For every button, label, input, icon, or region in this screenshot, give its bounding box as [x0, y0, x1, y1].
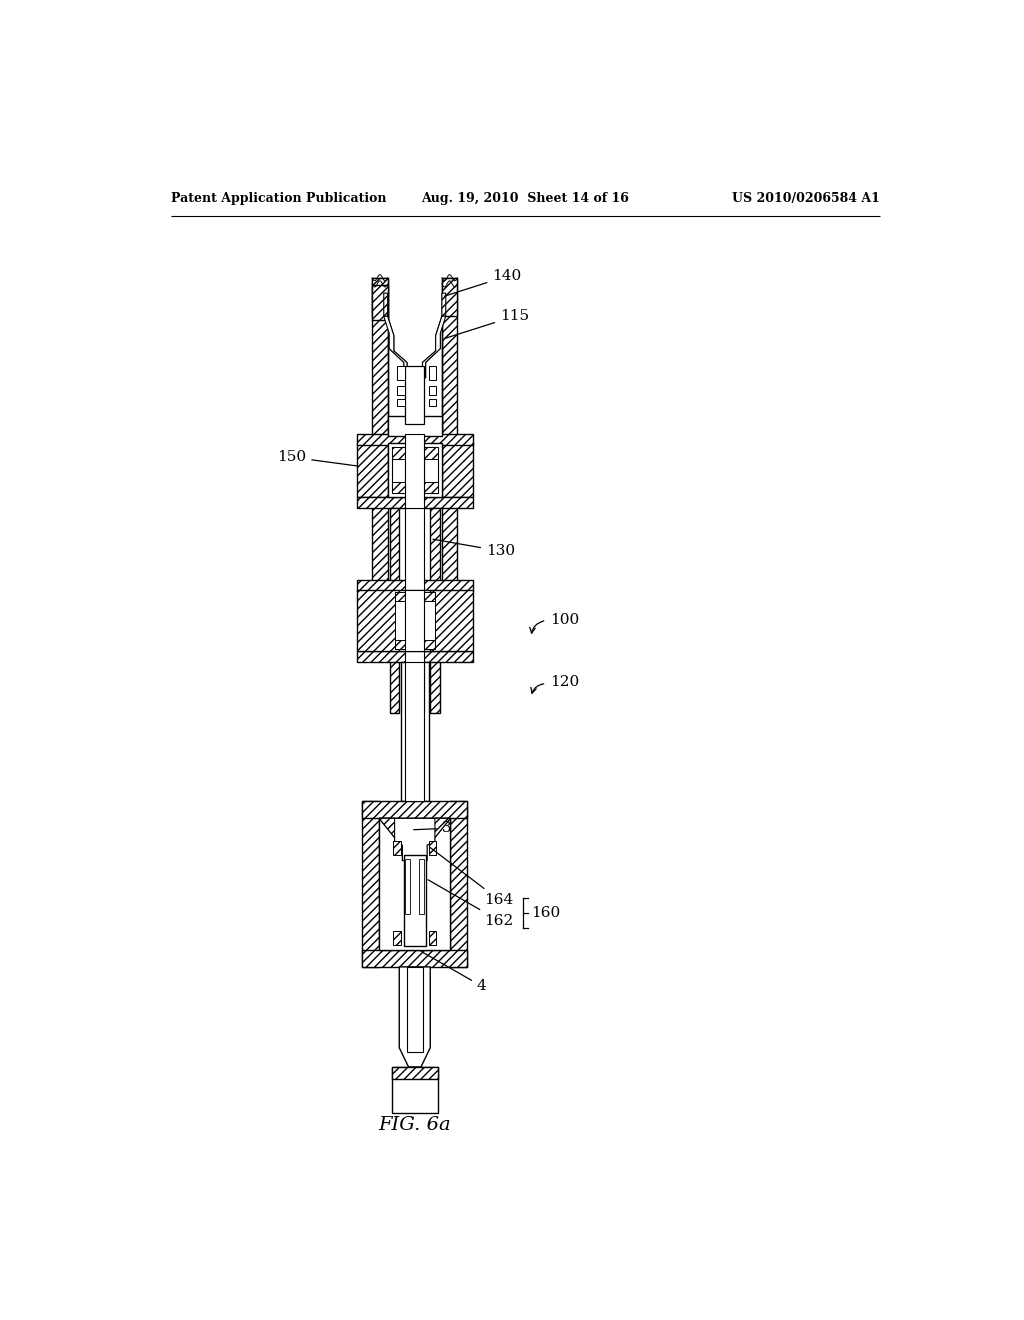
- Bar: [362, 801, 467, 818]
- Bar: [397, 367, 404, 380]
- Bar: [406, 663, 424, 801]
- Bar: [442, 277, 458, 616]
- Text: 164: 164: [429, 847, 514, 907]
- Bar: [356, 590, 399, 651]
- Bar: [424, 447, 438, 494]
- Bar: [362, 801, 379, 966]
- Bar: [399, 590, 430, 651]
- Bar: [424, 591, 435, 601]
- Bar: [424, 447, 438, 459]
- Bar: [442, 277, 458, 317]
- Bar: [391, 482, 406, 494]
- Bar: [393, 841, 400, 855]
- Bar: [424, 640, 435, 649]
- Text: 4: 4: [421, 952, 486, 993]
- Bar: [430, 590, 473, 651]
- Text: 3: 3: [414, 821, 452, 836]
- Bar: [407, 966, 423, 1052]
- Bar: [372, 277, 388, 616]
- Bar: [406, 367, 424, 424]
- Polygon shape: [384, 293, 407, 378]
- Bar: [406, 859, 410, 913]
- Bar: [397, 400, 404, 405]
- Bar: [394, 591, 406, 649]
- Bar: [388, 444, 442, 498]
- Bar: [429, 931, 436, 945]
- Bar: [356, 651, 473, 663]
- Polygon shape: [379, 818, 451, 861]
- Bar: [429, 367, 436, 380]
- Bar: [388, 416, 442, 436]
- Polygon shape: [372, 285, 388, 321]
- Text: 160: 160: [531, 906, 560, 920]
- Text: 140: 140: [444, 269, 521, 296]
- Bar: [424, 482, 438, 494]
- Text: Patent Application Publication: Patent Application Publication: [171, 191, 386, 205]
- Text: FIG. 6a: FIG. 6a: [379, 1115, 451, 1134]
- Text: 115: 115: [444, 309, 529, 338]
- Bar: [356, 434, 473, 445]
- Text: 130: 130: [433, 540, 515, 558]
- Polygon shape: [423, 317, 445, 378]
- Polygon shape: [423, 293, 445, 378]
- Bar: [391, 1067, 438, 1113]
- Bar: [372, 277, 388, 317]
- Bar: [424, 591, 435, 649]
- Bar: [429, 385, 436, 395]
- Text: US 2010/0206584 A1: US 2010/0206584 A1: [732, 191, 880, 205]
- Bar: [403, 855, 426, 946]
- Bar: [356, 581, 473, 591]
- Text: 120: 120: [550, 675, 580, 689]
- Bar: [451, 801, 467, 966]
- Text: Aug. 19, 2010  Sheet 14 of 16: Aug. 19, 2010 Sheet 14 of 16: [421, 191, 629, 205]
- Bar: [391, 1067, 438, 1078]
- Bar: [430, 508, 439, 713]
- Polygon shape: [399, 966, 430, 1067]
- Bar: [390, 508, 399, 713]
- Polygon shape: [435, 818, 451, 838]
- Bar: [429, 400, 436, 405]
- Bar: [420, 859, 424, 913]
- Bar: [406, 590, 424, 651]
- Bar: [397, 385, 404, 395]
- Bar: [406, 508, 424, 713]
- Bar: [391, 447, 406, 494]
- Bar: [429, 841, 436, 855]
- Bar: [394, 640, 406, 649]
- Polygon shape: [379, 818, 394, 838]
- Bar: [379, 818, 451, 950]
- Text: 162: 162: [428, 879, 514, 928]
- Bar: [356, 444, 388, 498]
- Bar: [362, 950, 467, 966]
- Bar: [391, 447, 406, 459]
- Polygon shape: [384, 317, 407, 378]
- Bar: [400, 663, 429, 801]
- Bar: [394, 591, 406, 601]
- Bar: [393, 931, 400, 945]
- Bar: [406, 434, 424, 508]
- Bar: [356, 498, 473, 508]
- Bar: [442, 444, 473, 498]
- Text: 100: 100: [550, 614, 580, 627]
- Text: 150: 150: [278, 450, 357, 466]
